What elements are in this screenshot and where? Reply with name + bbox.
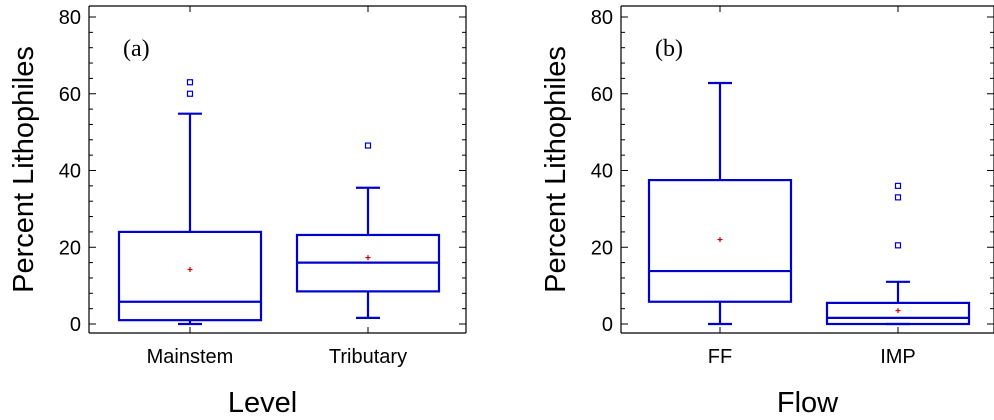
box-mainstem	[117, 79, 263, 326]
box-iqr	[825, 301, 971, 326]
outlier-point	[186, 79, 194, 86]
y-tick-label: 60	[591, 84, 613, 106]
x-tick-label: IMP	[880, 346, 916, 368]
box-tributary	[295, 142, 441, 319]
y-tick-label: 80	[591, 7, 613, 29]
chart-panel-2: 0 20 40 60 80 FF IMP Flow Percent Lithophiles (b)	[540, 5, 994, 419]
x-axis-title: Flow	[777, 387, 839, 419]
outlier-point	[894, 194, 902, 201]
panel-label: (b)	[655, 36, 683, 62]
outlier-point	[364, 142, 372, 149]
x-tick-label: FF	[708, 346, 732, 368]
x-tick-label: Mainstem	[147, 346, 234, 368]
y-axis-title: Percent Lithophiles	[540, 46, 572, 293]
y-axis-title: Percent Lithophiles	[8, 46, 40, 293]
y-tick-label: 20	[59, 237, 81, 259]
box-iqr	[647, 178, 793, 303]
y-tick-label: 40	[591, 161, 613, 183]
box-ff	[647, 81, 793, 326]
x-axis-title: Level	[228, 387, 297, 419]
y-tick-label: 60	[59, 84, 81, 106]
x-tick-label: Tributary	[329, 346, 407, 368]
outlier-point	[894, 182, 902, 189]
outlier-point	[186, 90, 194, 97]
y-tick-label: 0	[602, 314, 613, 336]
box-iqr	[117, 230, 263, 322]
outlier-point	[894, 242, 902, 249]
y-tick-label: 80	[59, 7, 81, 29]
chart-panel-1: 0 20 40 60 80 Mainstem Tributary Level Percent L…	[8, 5, 467, 419]
y-tick-label: 40	[59, 161, 81, 183]
box-imp	[825, 182, 971, 326]
y-tick-label: 0	[70, 314, 81, 336]
y-tick-label: 20	[591, 237, 613, 259]
panel-label: (a)	[123, 36, 150, 62]
